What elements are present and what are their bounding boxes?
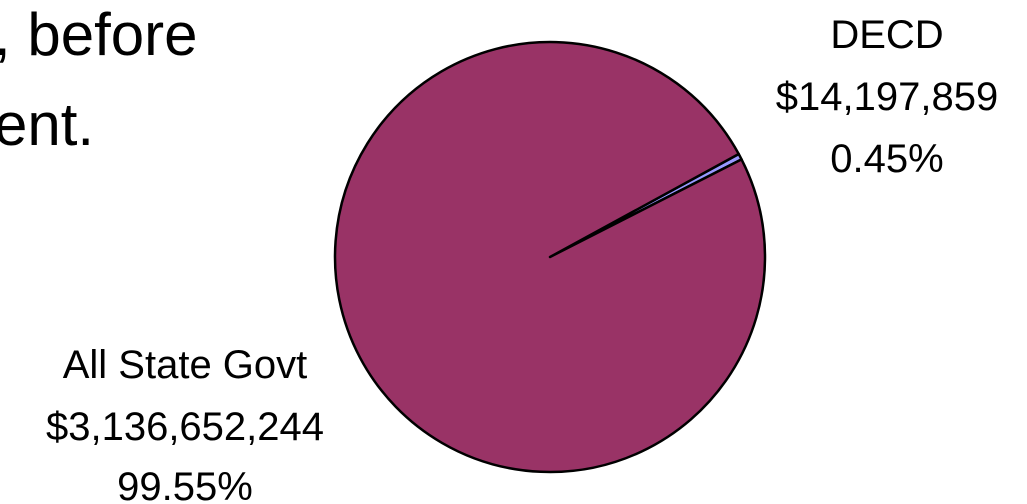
slice-percent-decd: 0.45% (830, 137, 943, 181)
slice-value-decd: $14,197,859 (776, 75, 998, 119)
slide-text-line-1: , before (0, 1, 198, 68)
slide-text-line-2: ent. (0, 91, 95, 158)
pie-slices (333, 40, 767, 474)
slice-value-all-state-govt: $3,136,652,244 (46, 405, 324, 449)
slice-label-all-state-govt: All State Govt (63, 343, 308, 387)
slice-label-decd: DECD (830, 13, 943, 57)
slice-percent-all-state-govt: 99.55% (117, 465, 253, 504)
pie-slice-all-state-govt (333, 40, 767, 474)
